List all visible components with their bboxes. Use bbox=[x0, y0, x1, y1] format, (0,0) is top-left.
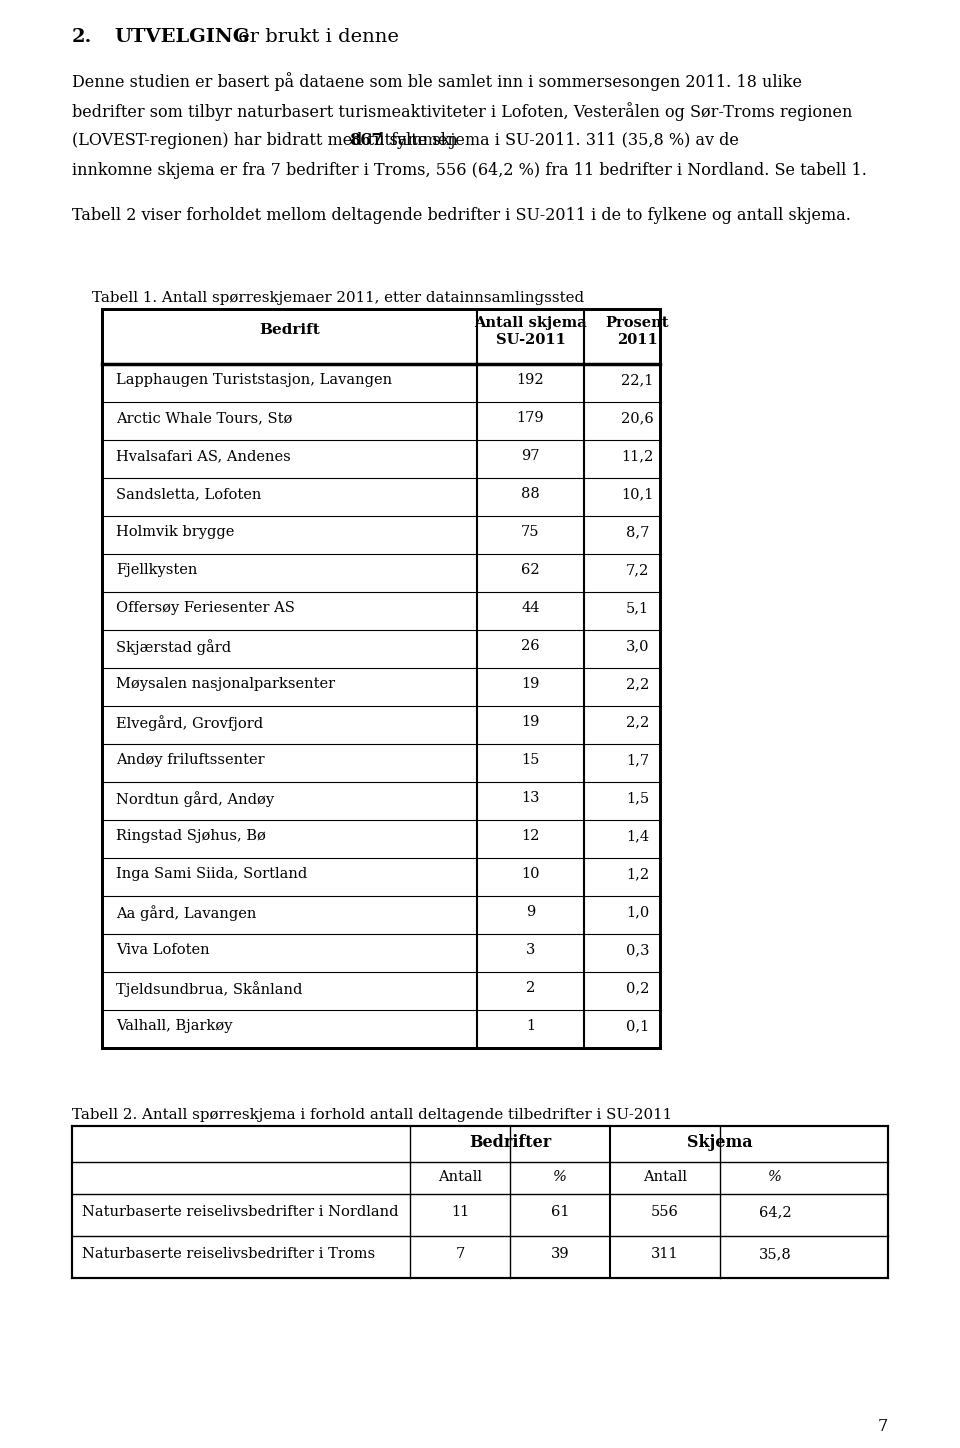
Text: Ringstad Sjøhus, Bø: Ringstad Sjøhus, Bø bbox=[116, 830, 266, 843]
Text: Antall skjema: Antall skjema bbox=[474, 316, 587, 330]
Text: 11,2: 11,2 bbox=[621, 449, 654, 463]
Text: 192: 192 bbox=[516, 374, 544, 387]
Text: Skjema: Skjema bbox=[687, 1134, 753, 1151]
Text: Arctic Whale Tours, Stø: Arctic Whale Tours, Stø bbox=[116, 411, 293, 426]
Text: 3: 3 bbox=[526, 943, 535, 957]
Text: Bedrift: Bedrift bbox=[259, 323, 320, 337]
Text: 0,3: 0,3 bbox=[626, 943, 649, 957]
Text: Møysalen nasjonalparksenter: Møysalen nasjonalparksenter bbox=[116, 678, 335, 691]
Text: 13: 13 bbox=[521, 791, 540, 805]
Text: UTVELGING: UTVELGING bbox=[114, 28, 250, 46]
Text: 88: 88 bbox=[521, 487, 540, 501]
Text: innkomne skjema er fra 7 bedrifter i Troms, 556 (64,2 %) fra 11 bedrifter i Nord: innkomne skjema er fra 7 bedrifter i Tro… bbox=[72, 162, 867, 180]
Text: 7: 7 bbox=[877, 1418, 888, 1435]
Text: 10,1: 10,1 bbox=[621, 487, 654, 501]
Text: Skjærstad gård: Skjærstad gård bbox=[116, 639, 231, 654]
Text: 1,2: 1,2 bbox=[626, 867, 649, 880]
Text: 26: 26 bbox=[521, 639, 540, 653]
Text: Aa gård, Lavangen: Aa gård, Lavangen bbox=[116, 905, 256, 921]
Text: Naturbaserte reiselivsbedrifter i Troms: Naturbaserte reiselivsbedrifter i Troms bbox=[82, 1247, 375, 1261]
Text: 12: 12 bbox=[521, 830, 540, 843]
Text: 10: 10 bbox=[521, 867, 540, 880]
Text: 3,0: 3,0 bbox=[626, 639, 649, 653]
Text: 0,1: 0,1 bbox=[626, 1019, 649, 1032]
Text: 22,1: 22,1 bbox=[621, 374, 654, 387]
Text: 1: 1 bbox=[526, 1019, 535, 1032]
Text: Denne studien er basert på dataene som ble samlet inn i sommersesongen 2011. 18 : Denne studien er basert på dataene som b… bbox=[72, 72, 802, 91]
Text: 867: 867 bbox=[348, 132, 382, 149]
Text: 2,2: 2,2 bbox=[626, 678, 649, 691]
Text: Tabell 2 viser forholdet mellom deltagende bedrifter i SU-2011 i de to fylkene o: Tabell 2 viser forholdet mellom deltagen… bbox=[72, 207, 851, 224]
Text: 64,2: 64,2 bbox=[758, 1205, 791, 1219]
Text: utfylte skjema i SU-2011. 311 (35,8 %) av de: utfylte skjema i SU-2011. 311 (35,8 %) a… bbox=[370, 132, 739, 149]
Text: Fjellkysten: Fjellkysten bbox=[116, 563, 198, 576]
Text: 7: 7 bbox=[455, 1247, 465, 1261]
Text: er brukt i denne: er brukt i denne bbox=[232, 28, 398, 46]
Text: Tjeldsundbrua, Skånland: Tjeldsundbrua, Skånland bbox=[116, 980, 302, 996]
Bar bbox=[102, 308, 660, 1048]
Text: Lapphaugen Turiststasjon, Lavangen: Lapphaugen Turiststasjon, Lavangen bbox=[116, 374, 392, 387]
Text: %: % bbox=[553, 1170, 567, 1184]
Text: Antall: Antall bbox=[643, 1170, 687, 1184]
Text: 2.: 2. bbox=[72, 28, 92, 46]
Text: Valhall, Bjarkøy: Valhall, Bjarkøy bbox=[116, 1019, 232, 1032]
Text: Inga Sami Siida, Sortland: Inga Sami Siida, Sortland bbox=[116, 867, 307, 880]
Text: Offersøy Feriesenter AS: Offersøy Feriesenter AS bbox=[116, 601, 295, 615]
Text: SU-2011: SU-2011 bbox=[495, 333, 565, 348]
Text: 19: 19 bbox=[521, 715, 540, 728]
Text: Bedrifter: Bedrifter bbox=[468, 1134, 551, 1151]
Text: 2: 2 bbox=[526, 980, 535, 995]
Text: Holmvik brygge: Holmvik brygge bbox=[116, 526, 234, 539]
Text: 97: 97 bbox=[521, 449, 540, 463]
Text: 311: 311 bbox=[651, 1247, 679, 1261]
Text: 9: 9 bbox=[526, 905, 535, 919]
Text: 62: 62 bbox=[521, 563, 540, 576]
Text: 61: 61 bbox=[551, 1205, 569, 1219]
Text: 75: 75 bbox=[521, 526, 540, 539]
Text: 556: 556 bbox=[651, 1205, 679, 1219]
Text: 0,2: 0,2 bbox=[626, 980, 649, 995]
Text: Prosent: Prosent bbox=[606, 316, 669, 330]
Text: 19: 19 bbox=[521, 678, 540, 691]
Text: %: % bbox=[768, 1170, 782, 1184]
Text: Nordtun gård, Andøy: Nordtun gård, Andøy bbox=[116, 791, 275, 807]
Text: 5,1: 5,1 bbox=[626, 601, 649, 615]
Text: 179: 179 bbox=[516, 411, 544, 426]
Text: Tabell 1. Antall spørreskjemaer 2011, etter datainnsamlingssted: Tabell 1. Antall spørreskjemaer 2011, et… bbox=[92, 291, 584, 306]
Text: Tabell 2. Antall spørreskjema i forhold antall deltagende tilbedrifter i SU-2011: Tabell 2. Antall spørreskjema i forhold … bbox=[72, 1108, 672, 1122]
Text: 2,2: 2,2 bbox=[626, 715, 649, 728]
Text: 11: 11 bbox=[451, 1205, 469, 1219]
Text: Naturbaserte reiselivsbedrifter i Nordland: Naturbaserte reiselivsbedrifter i Nordla… bbox=[82, 1205, 398, 1219]
Text: Sandsletta, Lofoten: Sandsletta, Lofoten bbox=[116, 487, 261, 501]
Text: 1,5: 1,5 bbox=[626, 791, 649, 805]
Text: 2011: 2011 bbox=[617, 333, 658, 348]
Text: 39: 39 bbox=[551, 1247, 569, 1261]
Text: 44: 44 bbox=[521, 601, 540, 615]
Text: 7,2: 7,2 bbox=[626, 563, 649, 576]
Text: Hvalsafari AS, Andenes: Hvalsafari AS, Andenes bbox=[116, 449, 291, 463]
Bar bbox=[72, 1127, 888, 1279]
Text: 20,6: 20,6 bbox=[621, 411, 654, 426]
Text: 1,0: 1,0 bbox=[626, 905, 649, 919]
Text: (LOVEST-regionen) har bidratt med til sammen: (LOVEST-regionen) har bidratt med til sa… bbox=[72, 132, 463, 149]
Text: 15: 15 bbox=[521, 753, 540, 767]
Text: 1,4: 1,4 bbox=[626, 830, 649, 843]
Text: bedrifter som tilbyr naturbasert turismeaktiviteter i Lofoten, Vesterålen og Sør: bedrifter som tilbyr naturbasert turisme… bbox=[72, 101, 852, 120]
Text: Andøy friluftssenter: Andøy friluftssenter bbox=[116, 753, 265, 767]
Text: Elvegård, Grovfjord: Elvegård, Grovfjord bbox=[116, 715, 263, 731]
Text: 1,7: 1,7 bbox=[626, 753, 649, 767]
Text: 35,8: 35,8 bbox=[758, 1247, 791, 1261]
Text: 8,7: 8,7 bbox=[626, 526, 649, 539]
Text: Antall: Antall bbox=[438, 1170, 482, 1184]
Text: Viva Lofoten: Viva Lofoten bbox=[116, 943, 209, 957]
